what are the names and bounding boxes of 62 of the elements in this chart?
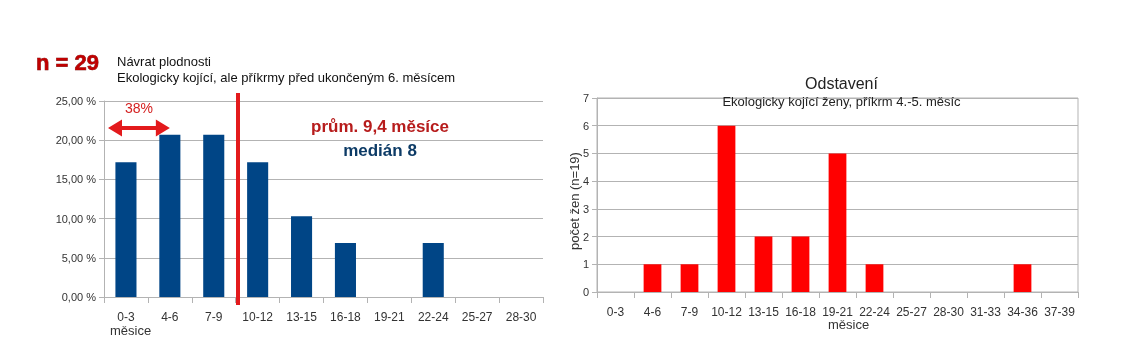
chart-title: Návrat plodnosti bbox=[117, 54, 212, 69]
bar bbox=[334, 242, 356, 297]
y-tick-label: 1 bbox=[582, 258, 589, 271]
x-tick-label: 19-21 bbox=[374, 310, 406, 324]
bar bbox=[717, 125, 736, 292]
y-tick-label: 6 bbox=[582, 119, 589, 132]
y-tick-label: 0 bbox=[582, 286, 589, 298]
x-tick-label: 28-30 bbox=[505, 310, 537, 324]
y-tick-label: 4 bbox=[582, 175, 589, 188]
x-tick-label: 7-9 bbox=[680, 305, 699, 319]
x-tick-label: 28-30 bbox=[933, 305, 965, 319]
y-tick-label: 7 bbox=[582, 92, 589, 104]
bar bbox=[247, 162, 269, 297]
x-axis-title: měsice bbox=[828, 317, 870, 332]
annotation: 38% bbox=[124, 100, 153, 116]
x-tick-label: 0-3 bbox=[606, 305, 625, 319]
x-axis-title: měsice bbox=[110, 323, 152, 338]
bar bbox=[754, 236, 773, 292]
chart-subtitle: Ekologicky kojící ženy, příkrm 4.-5. měsíc bbox=[722, 94, 962, 109]
x-tick-label: 13-15 bbox=[748, 305, 780, 319]
y-axis-title: počet žen (n=19) bbox=[567, 152, 582, 250]
y-tick-label: 15,00 % bbox=[55, 173, 97, 186]
chart-subtitle: Ekologicky kojící, ale příkrmy před ukončeným 6. měsícem bbox=[117, 70, 456, 85]
x-tick-label: 34-36 bbox=[1007, 305, 1039, 319]
x-tick-label: 22-24 bbox=[417, 310, 449, 324]
bar bbox=[828, 153, 847, 292]
annotation: medián 8 bbox=[343, 140, 417, 160]
bar bbox=[643, 264, 662, 292]
x-tick-label: 37-39 bbox=[1044, 305, 1076, 319]
x-tick-label: 19-21 bbox=[822, 305, 854, 319]
annotation: prům. 9,4 měsíce bbox=[311, 116, 449, 136]
y-tick-label: 20,00 % bbox=[55, 134, 97, 147]
y-tick-label: 10,00 % bbox=[55, 212, 97, 225]
bar bbox=[203, 134, 225, 297]
bar bbox=[291, 216, 313, 297]
y-tick-label: 0,00 % bbox=[61, 291, 97, 303]
x-tick-label: 22-24 bbox=[859, 305, 891, 319]
y-tick-label: 5 bbox=[582, 147, 589, 160]
bar bbox=[422, 242, 444, 297]
chart-title: Odstavení bbox=[805, 74, 879, 92]
x-tick-label: 4-6 bbox=[643, 305, 662, 319]
y-tick-label: 5,00 % bbox=[61, 251, 97, 264]
x-tick-label: 13-15 bbox=[286, 310, 318, 324]
x-tick-label: 25-27 bbox=[896, 305, 928, 319]
x-tick-label: 10-12 bbox=[711, 305, 743, 319]
text: n = 29 bbox=[36, 49, 99, 75]
x-tick-label: 31-33 bbox=[970, 305, 1002, 319]
x-tick-label: 4-6 bbox=[161, 310, 179, 324]
y-tick-label: 3 bbox=[582, 202, 589, 215]
x-tick-label: 7-9 bbox=[205, 310, 223, 324]
y-tick-label: 25,00 % bbox=[55, 95, 97, 107]
x-tick-label: 16-18 bbox=[785, 305, 817, 319]
bar bbox=[1013, 264, 1032, 292]
y-tick-label: 2 bbox=[582, 230, 589, 243]
x-tick-label: 10-12 bbox=[242, 310, 274, 324]
bar bbox=[791, 236, 810, 292]
bar bbox=[680, 264, 699, 292]
bar bbox=[115, 162, 137, 297]
x-tick-label: 0-3 bbox=[117, 310, 135, 324]
x-tick-label: 16-18 bbox=[330, 310, 362, 324]
x-tick-label: 25-27 bbox=[461, 310, 493, 324]
bar bbox=[865, 264, 884, 292]
